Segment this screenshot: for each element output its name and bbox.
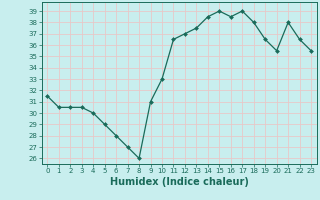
X-axis label: Humidex (Indice chaleur): Humidex (Indice chaleur) [110,177,249,187]
